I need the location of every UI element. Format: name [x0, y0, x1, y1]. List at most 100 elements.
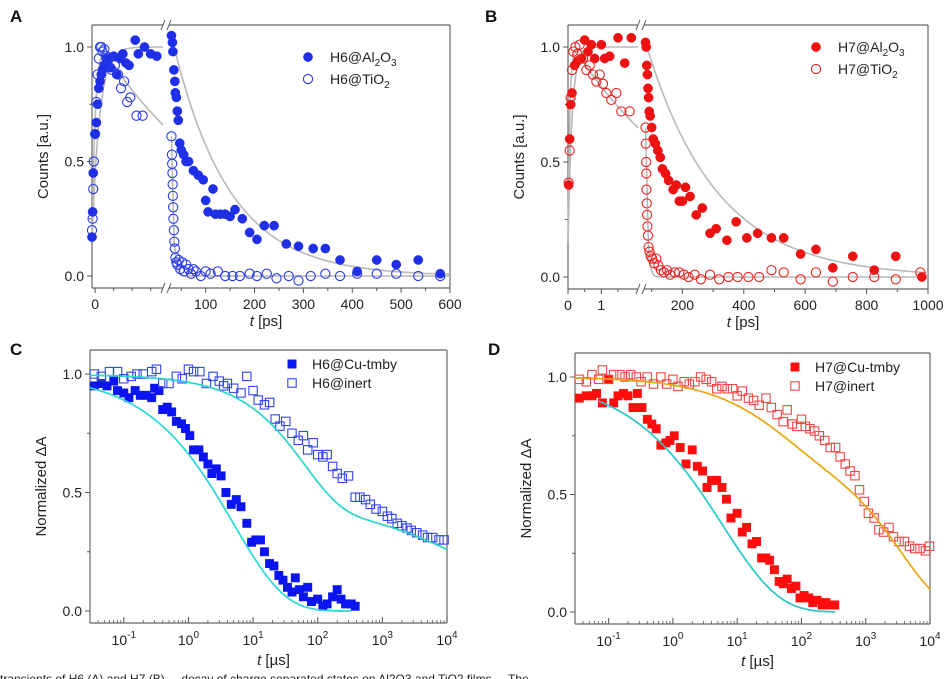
- data-point: [681, 459, 691, 469]
- x-tick-label: 0: [564, 297, 572, 313]
- x-tick-label: 104: [436, 630, 458, 648]
- data-point: [772, 409, 782, 420]
- legend-label-sub: 2: [375, 58, 381, 69]
- data-point: [422, 532, 433, 543]
- data-point: [293, 275, 304, 286]
- data-point: [146, 366, 157, 377]
- data-point: [200, 195, 211, 206]
- data-point: [320, 268, 331, 279]
- legend-label-main: H6@TiO: [330, 71, 384, 87]
- data-point: [234, 270, 246, 282]
- y-tick-label: 0.5: [541, 154, 561, 170]
- data-point: [712, 475, 722, 485]
- data-point: [208, 184, 218, 194]
- data-point: [825, 442, 835, 453]
- data-point: [577, 53, 589, 64]
- fit-line: [89, 387, 352, 612]
- data-point: [604, 51, 615, 62]
- data-point: [211, 464, 221, 474]
- data-point: [201, 378, 212, 389]
- fit-curves: [574, 377, 931, 613]
- data-point: [624, 106, 635, 117]
- data-point: [840, 459, 850, 469]
- data-point: [248, 385, 258, 396]
- data-point: [322, 449, 332, 460]
- x-tick-base: 10: [112, 632, 128, 648]
- data-point: [88, 183, 99, 195]
- data-point: [753, 271, 765, 283]
- series-h7-inert: [574, 365, 935, 556]
- data-point: [827, 276, 838, 287]
- data-point: [731, 216, 741, 227]
- data-point: [910, 543, 920, 554]
- data-point: [854, 485, 865, 495]
- x-tick-base: 10: [919, 633, 935, 649]
- series-h6-cu-tmby: [89, 376, 360, 611]
- series-h6-tio2: [86, 41, 446, 286]
- data-point: [742, 522, 752, 532]
- y-axis-label: Normalized ΔA: [33, 436, 50, 536]
- data-point: [391, 268, 402, 279]
- data-point: [687, 445, 697, 455]
- data-point: [721, 494, 731, 504]
- data-point: [124, 60, 134, 71]
- data-point: [695, 372, 706, 382]
- data-point: [691, 210, 702, 220]
- x-tick-base: 10: [596, 633, 612, 649]
- legend-label: H6@inert: [312, 375, 371, 391]
- data-point: [371, 268, 382, 279]
- x-tick-label: 500: [389, 296, 413, 312]
- y-tick-label: 1.0: [65, 39, 85, 55]
- data-point: [88, 156, 100, 167]
- data-point: [198, 452, 208, 462]
- data-point: [641, 42, 651, 52]
- data-point: [641, 184, 652, 195]
- data-point: [601, 87, 612, 99]
- fit-line: [598, 400, 835, 613]
- fit-line: [574, 377, 931, 590]
- figure-caption: transients of H6 (A) and H7 (B) ... deca…: [0, 669, 950, 679]
- data-point: [701, 374, 711, 385]
- axis-break-mark: [641, 19, 647, 31]
- x-tick-label: 200: [671, 297, 695, 313]
- data-point: [168, 225, 180, 236]
- x-axis-label-var: t: [727, 314, 732, 331]
- data-point: [924, 541, 935, 551]
- axis-break-mark: [160, 19, 166, 31]
- x-tick-label: 10-1: [596, 631, 621, 649]
- data-point: [205, 268, 216, 279]
- data-point: [397, 520, 407, 531]
- data-point: [782, 405, 792, 415]
- data-point: [563, 177, 574, 188]
- data-point: [168, 46, 178, 57]
- x-axis-label-unit: [ps]: [254, 313, 282, 330]
- legend-item: H7@TiO2: [810, 61, 898, 81]
- data-point: [227, 270, 238, 282]
- data-point: [104, 366, 115, 377]
- data-point: [221, 488, 231, 497]
- data-point: [280, 416, 291, 427]
- data-point: [287, 359, 297, 369]
- data-point: [592, 389, 602, 398]
- data-point: [795, 249, 806, 259]
- data-point: [915, 543, 925, 554]
- data-point: [743, 393, 754, 403]
- legend-item: H7@Al2O3: [811, 39, 905, 59]
- data-point: [641, 198, 652, 209]
- x-axis-label: t [µs]: [257, 652, 290, 669]
- data-point: [92, 69, 103, 80]
- data-point: [334, 270, 346, 282]
- data-point: [91, 117, 102, 128]
- y-tick-label: 0.0: [548, 604, 568, 620]
- y-tick-label: 0.0: [65, 268, 85, 284]
- y-tick-label: 1.0: [63, 366, 83, 382]
- data-point: [335, 255, 345, 265]
- legend-label: H6@Cu-tmby: [312, 356, 397, 372]
- data-point: [596, 39, 607, 50]
- data-point: [717, 483, 727, 492]
- y-axis-label: Counts [a.u.]: [511, 114, 528, 199]
- data-point: [212, 266, 224, 277]
- data-point: [606, 94, 617, 106]
- panel-b: B 0.0 0.5 1.0 Counts [a.u.] 0 1 200 400 600 800 100…: [485, 7, 944, 331]
